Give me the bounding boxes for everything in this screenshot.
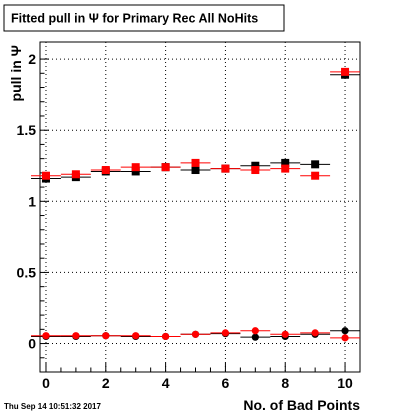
data-point-circle [102,332,110,340]
x-tick-label: 2 [102,375,110,391]
data-point-square [341,67,350,76]
data-point-square [251,161,260,170]
x-tick-label: 10 [337,375,353,391]
timestamp: Thu Sep 14 10:51:32 2017 [4,402,101,411]
data-point-square [191,166,200,175]
data-point-circle [42,332,50,340]
x-axis-title: No. of Bad Points [243,397,360,413]
y-tick-label: 1.5 [17,122,37,138]
x-tick-label: 0 [42,375,50,391]
data-point-square [311,171,320,180]
y-tick-labels: 0 0.5 1 1.5 2 [17,51,37,351]
data-point-square [251,166,260,175]
data-point-circle [132,332,140,340]
data-point-square [131,163,140,172]
data-point-circle [341,327,349,335]
data-point-square [41,171,50,180]
axis-ticks [40,58,346,372]
data-point-square [101,166,110,175]
y-tick-label: 0 [28,336,36,352]
plot-frame [39,41,361,373]
data-point-circle [281,330,289,338]
x-tick-label: 8 [281,375,289,391]
data-point-square [281,164,290,173]
data-point-square [281,158,290,167]
data-point-circle [311,329,319,337]
chart-title-box [3,4,285,32]
data-point-square [191,158,200,167]
chart-title: Fitted pull in Ψ for Primary Rec All NoH… [11,12,258,26]
y-tick-label: 1 [28,193,36,209]
data-point-square [311,160,320,169]
data-point-circle [341,334,349,342]
data-point-circle [251,333,259,341]
data-point-circle [191,330,200,338]
data-point-square [221,164,230,173]
data-markers [31,67,360,342]
y-tick-label: 0.5 [17,264,37,280]
data-point-circle [221,329,230,337]
data-point-square [161,163,170,172]
grid [40,42,360,372]
data-point-circle [251,327,259,335]
data-point-circle [72,332,80,340]
x-tick-label: 6 [222,375,230,391]
x-tick-labels: 0 2 4 6 8 10 [42,375,353,391]
y-axis-title: pull in Ψ [8,45,24,101]
data-point-square [131,167,140,176]
data-point-square [71,170,80,179]
data-point-circle [162,332,170,341]
x-tick-label: 4 [162,375,170,391]
y-tick-label: 2 [28,51,36,67]
